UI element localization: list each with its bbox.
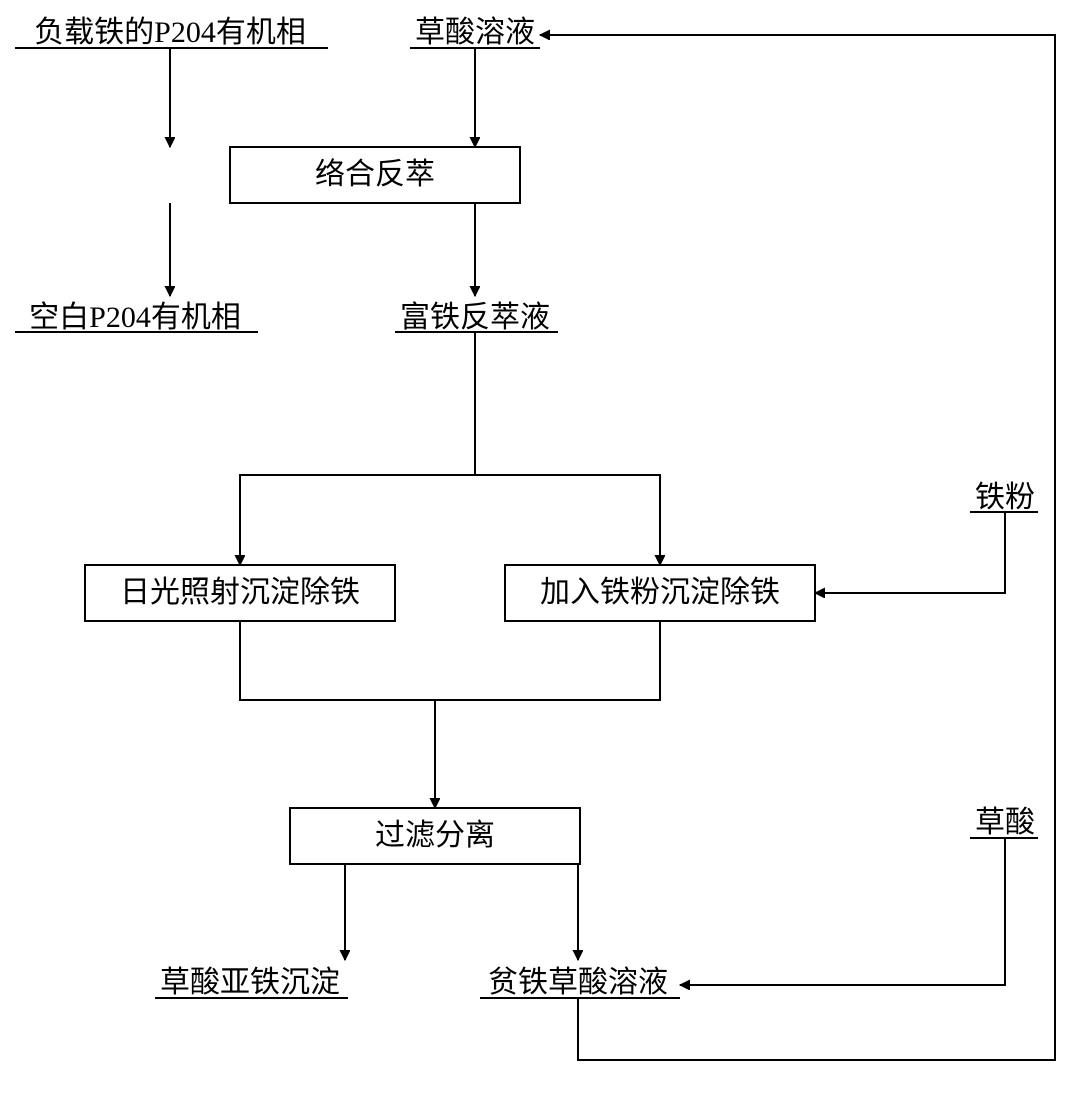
box3-label: 过滤分离 (375, 819, 495, 852)
input_right: 草酸溶液 (410, 16, 540, 49)
box3: 过滤分离 (290, 808, 580, 864)
out_precip-text: 草酸亚铁沉淀 (160, 966, 340, 999)
input_left-text: 负载铁的P204有机相 (34, 16, 306, 49)
input_left: 负载铁的P204有机相 (15, 16, 328, 49)
box2b: 加入铁粉沉淀除铁 (505, 565, 815, 621)
iron_powder-text: 铁粉 (975, 481, 1035, 514)
out_precip: 草酸亚铁沉淀 (155, 966, 348, 999)
box1: 络合反萃 (230, 147, 520, 203)
rich_fe: 富铁反萃液 (395, 301, 558, 334)
out_blank-text: 空白P204有机相 (29, 301, 241, 334)
oxalic_acid-text: 草酸 (975, 806, 1035, 839)
box2a: 日光照射沉淀除铁 (85, 565, 395, 621)
box2b-label: 加入铁粉沉淀除铁 (540, 576, 780, 609)
oxalic_acid: 草酸 (970, 806, 1038, 839)
iron_powder: 铁粉 (970, 481, 1038, 514)
poor_fe-text: 贫铁草酸溶液 (488, 966, 668, 999)
poor_fe: 贫铁草酸溶液 (480, 966, 680, 999)
input_right-text: 草酸溶液 (415, 16, 535, 49)
box2a-label: 日光照射沉淀除铁 (120, 576, 360, 609)
rich_fe-text: 富铁反萃液 (400, 301, 550, 334)
box1-label: 络合反萃 (315, 158, 435, 191)
out_blank: 空白P204有机相 (15, 301, 258, 334)
